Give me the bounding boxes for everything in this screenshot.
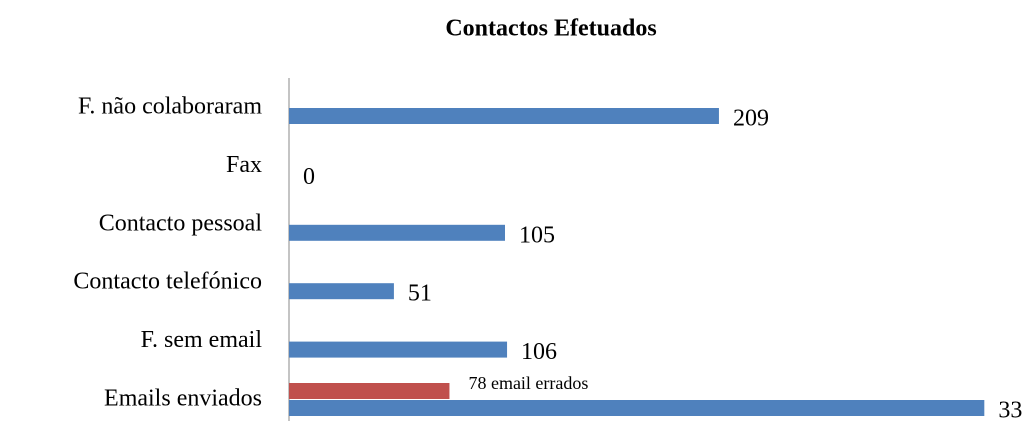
value-label: 105 bbox=[519, 222, 555, 248]
bar bbox=[289, 341, 508, 358]
bar bbox=[289, 383, 450, 399]
value-label: 51 bbox=[408, 281, 432, 307]
bar bbox=[289, 224, 505, 241]
value-label: 0 bbox=[303, 164, 315, 190]
category-label: F. não colaboraram bbox=[78, 94, 262, 120]
value-label: 78 email errados bbox=[468, 373, 588, 393]
bar bbox=[289, 283, 394, 300]
category-label: Contacto pessoal bbox=[99, 210, 263, 236]
bar bbox=[289, 400, 985, 416]
value-label: 338 bbox=[998, 398, 1023, 421]
category-label: Fax bbox=[226, 152, 262, 178]
chart-title: Contactos Efetuados bbox=[445, 16, 656, 42]
bar bbox=[289, 108, 719, 124]
category-label: F. sem email bbox=[141, 327, 263, 353]
value-label: 106 bbox=[521, 339, 557, 365]
category-label: Emails enviados bbox=[104, 386, 262, 412]
category-label: Contacto telefónico bbox=[73, 269, 262, 295]
value-label: 209 bbox=[733, 106, 769, 132]
